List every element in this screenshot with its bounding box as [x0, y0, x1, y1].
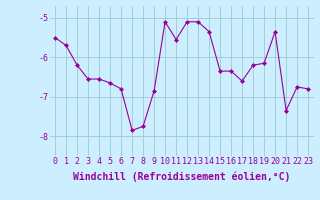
X-axis label: Windchill (Refroidissement éolien,°C): Windchill (Refroidissement éolien,°C) — [73, 172, 290, 182]
